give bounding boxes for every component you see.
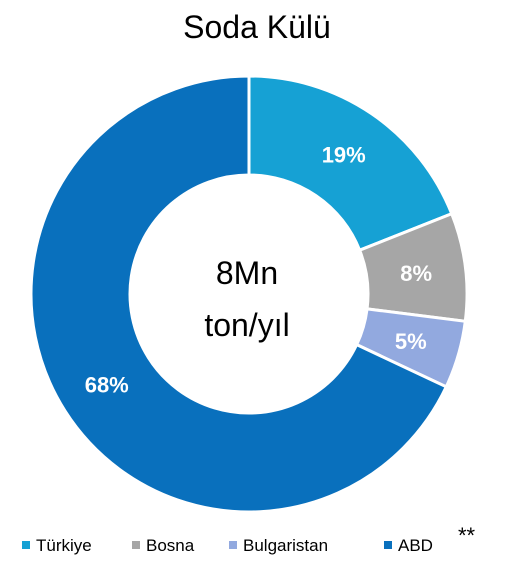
slice-turkiye <box>247 74 454 253</box>
legend-item-turkiye: Türkiye <box>22 536 92 556</box>
chart-title: Soda Külü <box>183 9 331 45</box>
legend-item-bosna: Bosna <box>132 536 194 556</box>
legend-label-turkiye: Türkiye <box>36 536 92 555</box>
center-label-unit: ton/yıl <box>204 307 289 343</box>
legend-footnote-marker: ** <box>458 523 476 548</box>
value-label-bulgaristan: 5% <box>395 329 427 354</box>
value-label-abd: 68% <box>85 372 129 397</box>
legend-item-abd: ABD <box>384 536 433 556</box>
chart-legend: Türkiye Bosna Bulgaristan ABD ** <box>0 524 514 558</box>
legend-label-abd: ABD <box>398 536 433 555</box>
legend-label-bosna: Bosna <box>146 536 195 555</box>
center-label-total: 8Mn <box>216 255 278 291</box>
value-label-turkiye: 19% <box>322 143 366 168</box>
legend-swatch-bosna <box>132 540 140 549</box>
legend-swatch-bulgaristan <box>229 540 237 549</box>
legend-label-bulgaristan: Bulgaristan <box>243 536 329 555</box>
slice-abd <box>29 74 449 514</box>
legend-swatch-abd <box>384 540 392 549</box>
legend-swatch-turkiye <box>22 540 30 549</box>
legend-item-bulgaristan: Bulgaristan <box>229 536 328 556</box>
value-label-bosna: 8% <box>400 261 432 286</box>
